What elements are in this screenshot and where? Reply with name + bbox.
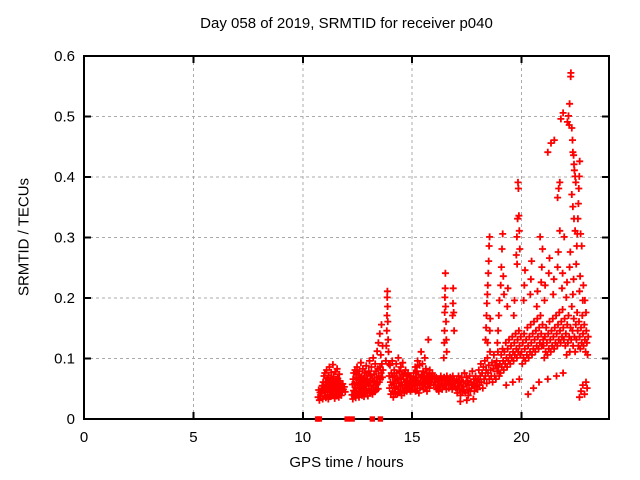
y-tick-label: 0.3 — [54, 230, 75, 247]
scatter-square-marker — [369, 416, 376, 422]
x-tick-label: 0 — [80, 429, 88, 446]
x-tick-label: 20 — [513, 429, 530, 446]
scatter-plus-markers — [314, 69, 592, 405]
y-tick-label: 0.6 — [54, 48, 75, 65]
scatter-square-marker — [377, 416, 384, 422]
chart-title: Day 058 of 2019, SRMTID for receiver p04… — [200, 15, 493, 32]
scatter-square-marker — [316, 416, 323, 422]
x-tick-label: 10 — [294, 429, 311, 446]
y-tick-label: 0.4 — [54, 169, 75, 186]
scatter-square-marker — [344, 416, 350, 422]
x-tick-label: 15 — [404, 429, 421, 446]
y-tick-label: 0 — [67, 411, 75, 428]
y-tick-label: 0.1 — [54, 351, 75, 368]
x-tick-label: 5 — [189, 429, 197, 446]
scatter-square-marker — [349, 416, 355, 422]
y-tick-label: 0.2 — [54, 290, 75, 307]
x-axis-label: GPS time / hours — [289, 454, 404, 471]
y-tick-label: 0.5 — [54, 109, 75, 126]
